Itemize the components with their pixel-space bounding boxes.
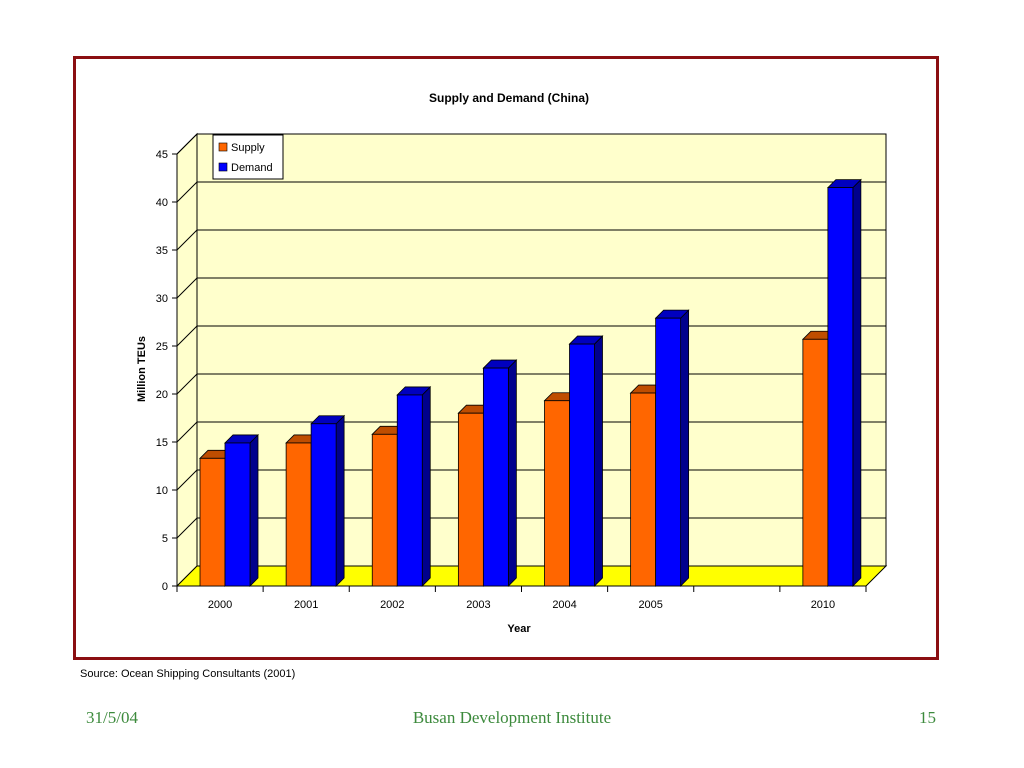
bar-demand [224, 433, 259, 587]
bar-demand [310, 414, 346, 587]
y-tick-label: 5 [162, 533, 168, 545]
y-tick-label: 30 [156, 293, 168, 305]
bar-demand [482, 359, 518, 587]
bar-demand [654, 309, 690, 587]
y-tick-label: 40 [156, 197, 168, 209]
bar-front [199, 457, 226, 587]
bar-side [852, 178, 862, 587]
bar-front [827, 187, 854, 587]
gridline [176, 181, 886, 203]
footer-page-number: 15 [919, 708, 936, 727]
x-tick-label: 2004 [552, 599, 576, 611]
bar-side [249, 433, 259, 587]
y-tick-label: 25 [156, 341, 168, 353]
footer-date: 31/5/04 [86, 708, 138, 727]
gridline [176, 229, 886, 251]
legend: Supply Demand [212, 134, 284, 180]
x-tick-label: 2010 [811, 599, 835, 611]
bar-front [224, 442, 251, 587]
y-axis-label: Million TEUs [136, 336, 148, 402]
bar-side [594, 335, 603, 587]
y-tick-label: 45 [156, 149, 168, 161]
y-tick-label: 10 [156, 485, 168, 497]
bar-front [544, 400, 570, 587]
bar-front [655, 317, 682, 587]
bar-front [630, 392, 657, 587]
bar-side [335, 414, 345, 587]
gridline [176, 133, 886, 155]
plot-side-wall [176, 132, 198, 588]
x-tick-label: 2000 [208, 599, 232, 611]
bar-side [421, 385, 431, 587]
chart-title: Supply and Demand (China) [429, 91, 589, 105]
chart-frame: 0 5 10 15 20 25 30 35 40 45 2000 2001 2002 2003 2004 20… [73, 56, 939, 660]
gridline [176, 277, 886, 299]
bar-demand [396, 385, 432, 587]
source-note: Source: Ocean Shipping Consultants (2001… [80, 668, 296, 680]
x-axis-label: Year [507, 623, 531, 635]
y-tick-label: 35 [156, 245, 168, 257]
y-tick-label: 0 [162, 581, 168, 593]
bar-front [396, 394, 423, 587]
bar-front [802, 338, 829, 587]
chart-canvas: 0 5 10 15 20 25 30 35 40 45 2000 2001 2002 2003 2004 20… [136, 91, 888, 635]
plot-floor [175, 565, 888, 587]
legend-label: Supply [231, 142, 265, 154]
bar-side [680, 309, 690, 587]
bar-front [285, 442, 312, 587]
bar-demand [568, 335, 604, 587]
x-tick-label: 2005 [638, 599, 662, 611]
x-tick-label: 2002 [380, 599, 404, 611]
bar-front [457, 412, 484, 587]
bar-side [507, 359, 517, 587]
footer-organization: Busan Development Institute [412, 708, 612, 727]
y-tick-label: 20 [156, 389, 168, 401]
legend-label: Demand [231, 162, 273, 174]
y-tick-label: 15 [156, 437, 168, 449]
bar-front [482, 367, 509, 587]
legend-swatch [218, 142, 228, 152]
x-tick-label: 2001 [294, 599, 318, 611]
bar-front [569, 343, 595, 587]
bar-front [371, 433, 398, 587]
bar-demand [826, 178, 862, 587]
x-tick-label: 2003 [466, 599, 490, 611]
legend-box [212, 134, 284, 180]
legend-swatch [218, 162, 228, 172]
bar-front [310, 423, 337, 587]
